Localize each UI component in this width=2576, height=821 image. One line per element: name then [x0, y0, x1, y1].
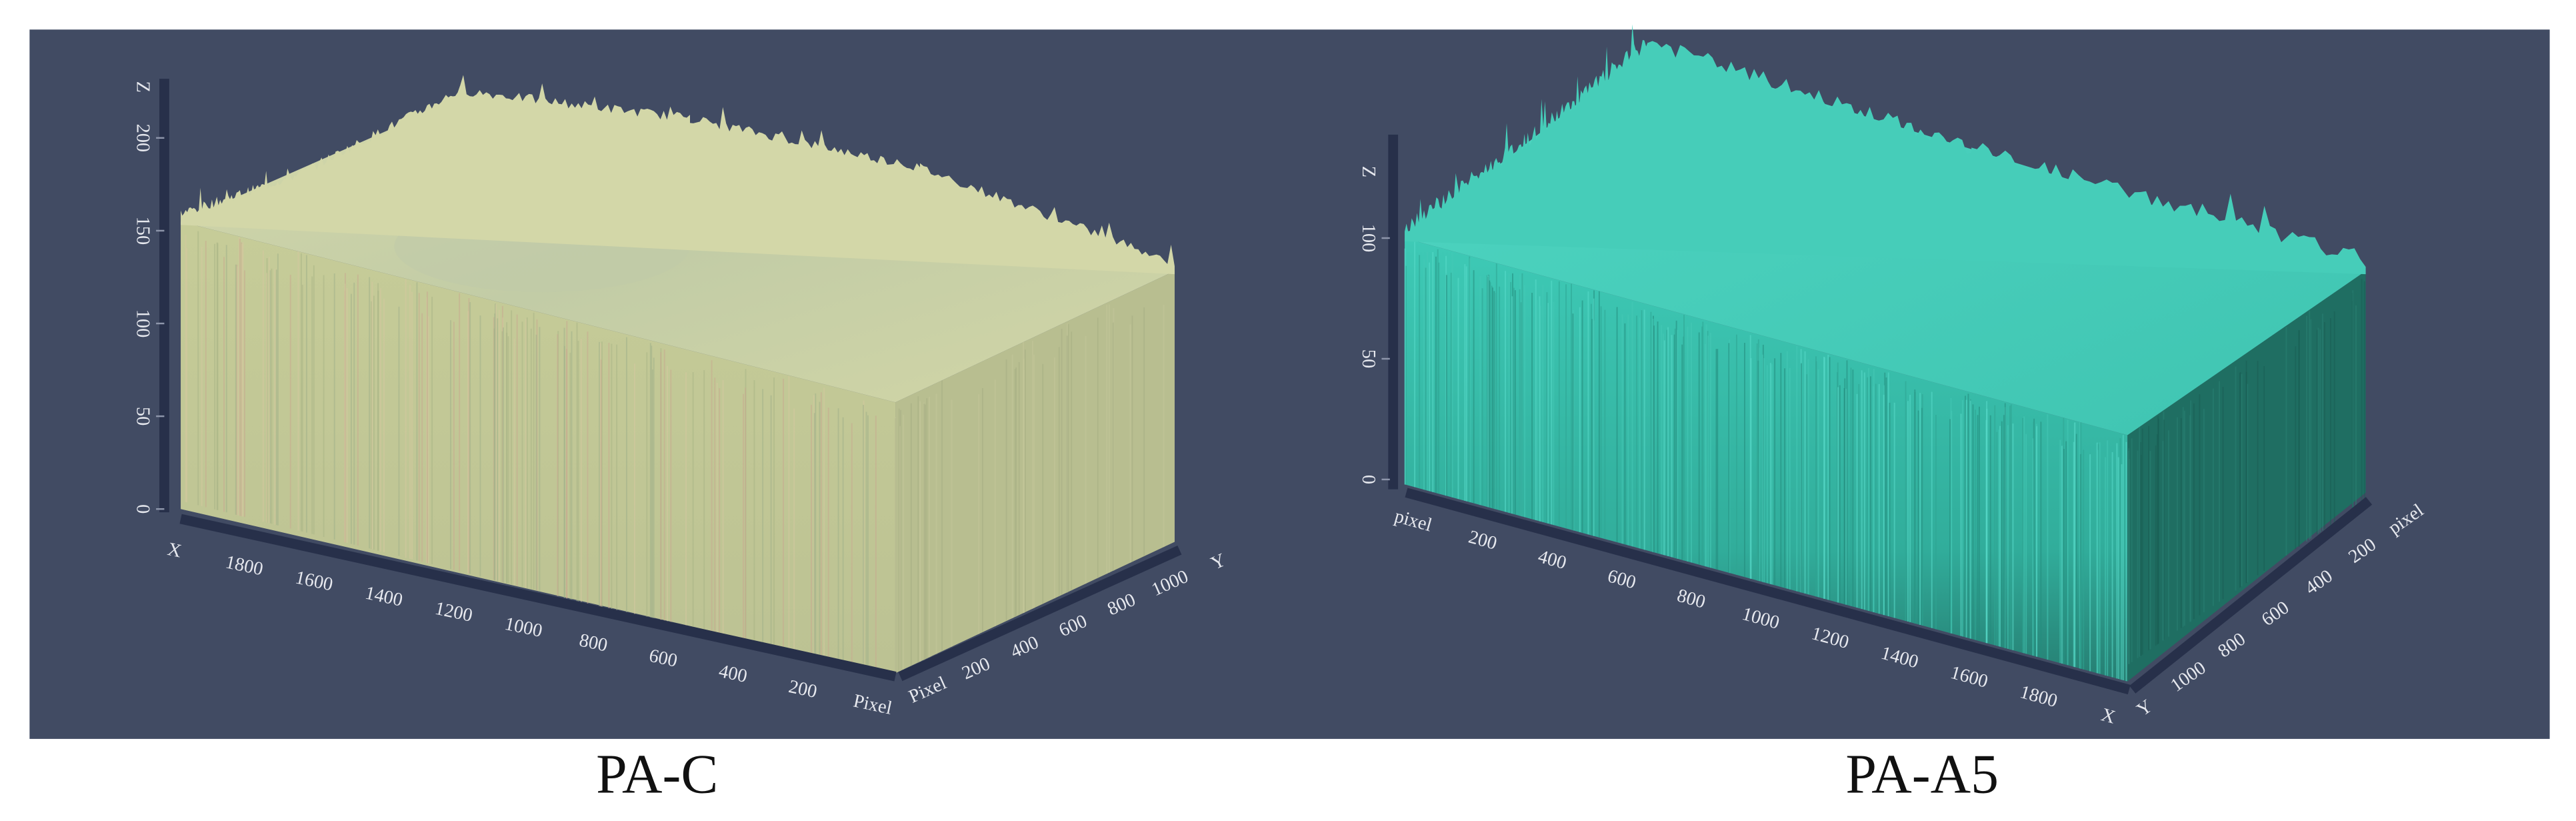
tick-label: 50 [1358, 349, 1379, 368]
axis-bar [898, 546, 1182, 682]
axis-label: Z [132, 81, 153, 93]
surface-edge [181, 75, 1175, 275]
surface-plot-left: 050100150200ZX18001600140012001000800600… [132, 75, 1229, 719]
tick-label: 0 [1358, 475, 1379, 484]
axis-bar [179, 514, 897, 682]
front-face [1404, 237, 2128, 682]
tick-label: 200 [132, 124, 153, 152]
axis-bar [2129, 497, 2373, 694]
side-face [895, 271, 1175, 674]
tick-label: 100 [132, 309, 153, 337]
axis-bar [1405, 488, 2131, 695]
caption: PA-C [596, 744, 718, 806]
tick-label: 150 [132, 217, 153, 245]
tick-label: 0 [132, 504, 153, 514]
tick-label: 50 [132, 407, 153, 426]
tick-label: 100 [1358, 224, 1379, 252]
surface-edge [1404, 24, 2366, 275]
axis-label: Z [1358, 166, 1379, 177]
surface-plot-right: 050100Zpixel2004006008001000120014001600… [1358, 24, 2427, 728]
caption: PA-A5 [1845, 744, 1999, 806]
